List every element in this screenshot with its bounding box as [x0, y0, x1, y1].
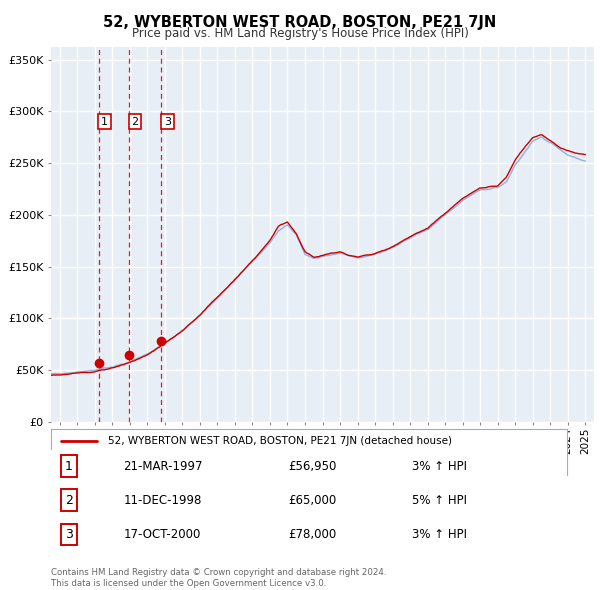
Text: Contains HM Land Registry data © Crown copyright and database right 2024.
This d: Contains HM Land Registry data © Crown c… [51, 568, 386, 588]
Text: £65,000: £65,000 [289, 494, 337, 507]
Text: 3: 3 [65, 528, 73, 541]
Text: 21-MAR-1997: 21-MAR-1997 [123, 460, 203, 473]
Text: £56,950: £56,950 [289, 460, 337, 473]
Text: 1: 1 [65, 460, 73, 473]
Text: 52, WYBERTON WEST ROAD, BOSTON, PE21 7JN (detached house): 52, WYBERTON WEST ROAD, BOSTON, PE21 7JN… [108, 437, 452, 447]
Text: 52, WYBERTON WEST ROAD, BOSTON, PE21 7JN: 52, WYBERTON WEST ROAD, BOSTON, PE21 7JN [103, 15, 497, 30]
Text: 11-DEC-1998: 11-DEC-1998 [123, 494, 202, 507]
Text: Price paid vs. HM Land Registry's House Price Index (HPI): Price paid vs. HM Land Registry's House … [131, 27, 469, 40]
Text: HPI: Average price, detached house, Boston: HPI: Average price, detached house, Bost… [108, 457, 337, 467]
Text: 5% ↑ HPI: 5% ↑ HPI [412, 494, 467, 507]
Text: 17-OCT-2000: 17-OCT-2000 [123, 528, 200, 541]
Text: 2: 2 [131, 117, 139, 127]
Text: 3% ↑ HPI: 3% ↑ HPI [412, 528, 467, 541]
Text: 3% ↑ HPI: 3% ↑ HPI [412, 460, 467, 473]
Text: 2: 2 [65, 494, 73, 507]
Text: £78,000: £78,000 [289, 528, 337, 541]
Text: 3: 3 [164, 117, 171, 127]
Text: 1: 1 [101, 117, 108, 127]
